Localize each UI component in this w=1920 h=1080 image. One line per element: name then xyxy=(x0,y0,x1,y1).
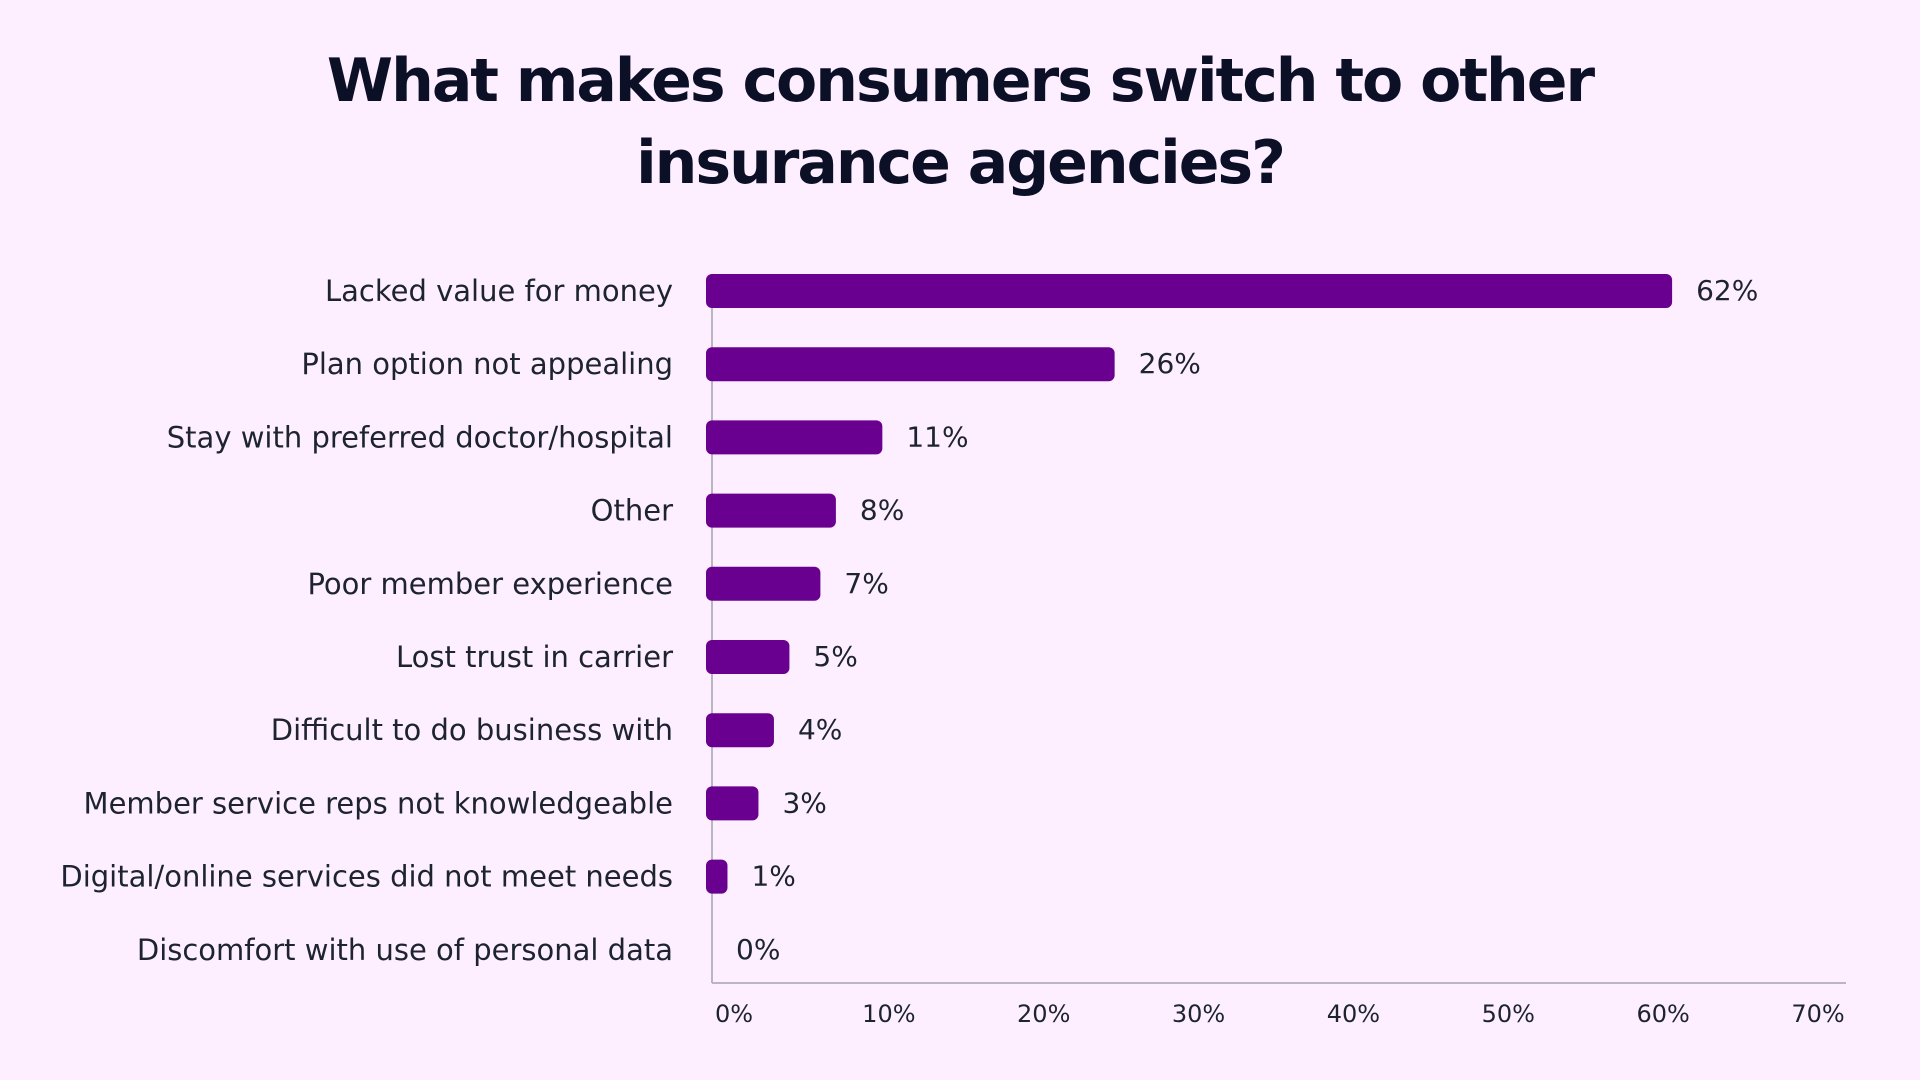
chart-title-line-2: insurance agencies? xyxy=(636,128,1286,198)
category-label-1: Plan option not appealing xyxy=(301,347,673,381)
value-label-7: 3% xyxy=(782,786,826,819)
category-label-4: Poor member experience xyxy=(307,567,673,601)
bar-0 xyxy=(706,274,1673,308)
value-label-1: 26% xyxy=(1139,347,1201,380)
chart-bars xyxy=(706,274,1673,894)
bar-3 xyxy=(706,493,836,528)
category-label-7: Member service reps not knowledgeable xyxy=(84,786,673,820)
x-tick-label-6: 60% xyxy=(1636,1000,1689,1028)
category-label-5: Lost trust in carrier xyxy=(396,640,673,674)
bar-6 xyxy=(706,713,774,748)
category-label-6: Difficult to do business with xyxy=(271,713,673,747)
category-label-0: Lacked value for money xyxy=(325,274,673,308)
value-label-8: 1% xyxy=(751,860,795,893)
x-tick-label-1: 10% xyxy=(862,1000,915,1028)
x-tick-label-5: 50% xyxy=(1482,1000,1535,1028)
value-label-3: 8% xyxy=(860,494,904,527)
bar-5 xyxy=(706,640,790,674)
category-label-3: Other xyxy=(591,494,673,528)
category-label-9: Discomfort with use of personal data xyxy=(137,933,673,967)
category-label-2: Stay with preferred doctor/hospital xyxy=(167,420,673,454)
x-tick-label-0: 0% xyxy=(715,1000,753,1028)
bar-1 xyxy=(706,347,1115,382)
value-label-6: 4% xyxy=(798,713,842,746)
value-label-0: 62% xyxy=(1696,274,1758,307)
value-label-5: 5% xyxy=(813,640,857,673)
bar-7 xyxy=(706,786,759,821)
chart-title: What makes consumers switch to other ins… xyxy=(0,40,1920,204)
bar-4 xyxy=(706,566,821,601)
value-labels: 62% 26% 11% 8% 7% 5% 4% 3% 1% 0% xyxy=(736,274,1758,966)
value-label-9: 0% xyxy=(736,933,780,966)
bar-2 xyxy=(706,420,883,455)
value-label-2: 11% xyxy=(906,420,968,453)
x-tick-labels: 0% 10% 20% 30% 40% 50% 60% 70% xyxy=(715,1000,1845,1028)
x-tick-label-3: 30% xyxy=(1172,1000,1225,1028)
x-tick-label-7: 70% xyxy=(1791,1000,1844,1028)
bar-8 xyxy=(706,859,728,894)
category-label-8: Digital/online services did not meet nee… xyxy=(60,860,673,894)
value-label-4: 7% xyxy=(844,567,888,600)
category-labels: Lacked value for money Plan option not ap… xyxy=(60,274,673,967)
chart-title-line-1: What makes consumers switch to other xyxy=(326,46,1595,116)
x-tick-label-2: 20% xyxy=(1017,1000,1070,1028)
x-tick-label-4: 40% xyxy=(1327,1000,1380,1028)
